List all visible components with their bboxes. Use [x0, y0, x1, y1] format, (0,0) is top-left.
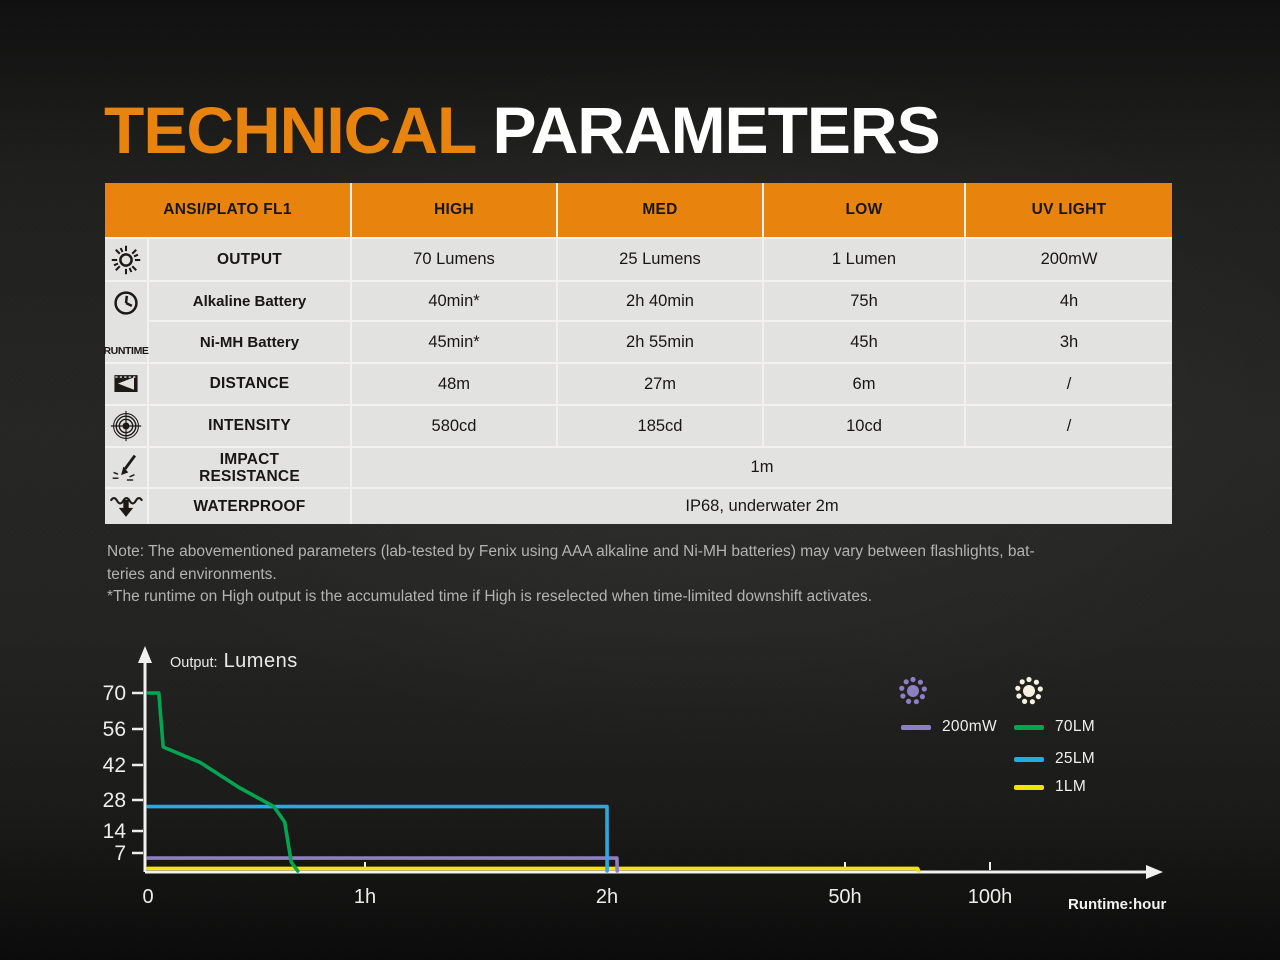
legend-swatch-200mw: [901, 724, 931, 730]
distance-med: 27m: [558, 364, 762, 404]
intensity-uv: /: [966, 406, 1172, 446]
header-uv-light: UV LIGHT: [966, 183, 1172, 237]
x-axis-label: Runtime:hour: [1068, 896, 1167, 913]
svg-text:7: 7: [114, 842, 126, 865]
runtime-label: RUNTIME: [103, 345, 149, 357]
distance-flag-icon: [114, 375, 138, 392]
legend-70lm: 70LM: [1014, 718, 1095, 736]
impact-arrow-icon: [112, 454, 137, 481]
nimh-uv: 3h: [966, 322, 1172, 362]
output-label: OUTPUT: [149, 239, 350, 280]
chart-title-lumens: Lumens: [223, 650, 298, 672]
distance-icon-cell: [105, 364, 147, 404]
sunburst-icon: [111, 245, 141, 274]
runtime-icon-cell: RUNTIME: [103, 282, 149, 362]
intensity-icon-cell: [105, 406, 147, 446]
alkaline-med: 2h 40min: [558, 282, 762, 320]
clock-icon: [114, 291, 138, 315]
output-uv: 200mW: [966, 239, 1172, 280]
legend-1lm: 1LM: [1014, 778, 1086, 796]
intensity-low: 10cd: [764, 406, 964, 446]
svg-text:28: 28: [103, 789, 126, 812]
waterproof-icon: [109, 496, 143, 517]
uv-sun-icon: [898, 676, 928, 711]
nimh-high: 45min*: [352, 322, 556, 362]
note-line-2: teries and environments.: [107, 565, 277, 583]
svg-text:0: 0: [142, 886, 153, 908]
legend-swatch-70lm: [1014, 724, 1044, 730]
chart-title: Output: Lumens: [170, 650, 298, 673]
alkaline-low: 75h: [764, 282, 964, 320]
intensity-med: 185cd: [558, 406, 762, 446]
header-high: HIGH: [352, 183, 556, 237]
nimh-low: 45h: [764, 322, 964, 362]
note-line-1: Note: The abovementioned parameters (lab…: [107, 543, 1035, 560]
svg-text:56: 56: [103, 718, 126, 741]
impact-label: IMPACT RESISTANCE: [149, 448, 350, 487]
y-axis-arrow: [138, 646, 152, 663]
page-title: TECHNICAL PARAMETERS: [104, 92, 941, 168]
chart-title-output: Output:: [170, 655, 218, 671]
distance-label: DISTANCE: [149, 364, 350, 404]
intensity-high: 580cd: [352, 406, 556, 446]
impact-icon-cell: [105, 448, 147, 487]
white-sun-icon: [1014, 676, 1044, 711]
alkaline-label: Alkaline Battery: [149, 282, 350, 320]
svg-text:50h: 50h: [828, 886, 861, 908]
impact-value: 1m: [352, 448, 1172, 487]
page-title-highlight: TECHNICAL: [104, 93, 476, 167]
output-icon-cell: [105, 239, 147, 280]
alkaline-high: 40min*: [352, 282, 556, 320]
legend-200mw: 200mW: [901, 718, 997, 736]
output-low: 1 Lumen: [764, 239, 964, 280]
svg-text:14: 14: [103, 820, 127, 843]
nimh-label: Ni-MH Battery: [149, 322, 350, 362]
intensity-target-icon: [110, 410, 142, 442]
distance-uv: /: [966, 364, 1172, 404]
header-med: MED: [558, 183, 762, 237]
header-ansi-plato: ANSI/PLATO FL1: [105, 183, 350, 237]
chart-series: [146, 691, 921, 873]
output-med: 25 Lumens: [558, 239, 762, 280]
intensity-label: INTENSITY: [149, 406, 350, 446]
legend-label-25lm: 25LM: [1055, 750, 1095, 767]
note-line-3: *The runtime on High output is the accum…: [107, 588, 873, 605]
svg-text:70: 70: [103, 682, 126, 705]
distance-high: 48m: [352, 364, 556, 404]
notes: Note: The abovementioned parameters (lab…: [107, 541, 1167, 609]
waterproof-icon-cell: [105, 489, 147, 524]
legend-swatch-1lm: [1014, 784, 1044, 790]
legend-label-200mw: 200mW: [942, 718, 997, 735]
spec-table: ANSI/PLATO FL1 HIGH MED LOW UV LIGHT OUT…: [103, 183, 1172, 524]
output-high: 70 Lumens: [352, 239, 556, 280]
svg-text:42: 42: [103, 754, 126, 777]
alkaline-uv: 4h: [966, 282, 1172, 320]
x-axis-arrow: [1146, 865, 1163, 879]
header-low: LOW: [764, 183, 964, 237]
svg-text:1h: 1h: [354, 886, 376, 908]
chart-axes: [138, 646, 1163, 879]
legend-25lm: 25LM: [1014, 750, 1095, 768]
svg-text:2h: 2h: [596, 886, 618, 908]
nimh-med: 2h 55min: [558, 322, 762, 362]
legend-label-1lm: 1LM: [1055, 778, 1087, 795]
legend-swatch-25lm: [1014, 756, 1044, 762]
distance-low: 6m: [764, 364, 964, 404]
legend-label-70lm: 70LM: [1055, 718, 1095, 735]
waterproof-value: IP68, underwater 2m: [352, 489, 1172, 524]
svg-text:100h: 100h: [968, 886, 1013, 908]
page-title-rest: PARAMETERS: [475, 93, 940, 167]
waterproof-label: WATERPROOF: [149, 489, 350, 524]
